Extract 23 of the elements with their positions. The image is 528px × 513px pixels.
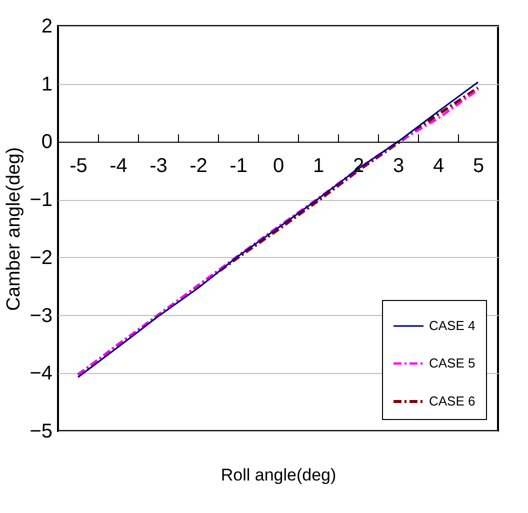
x-tick-label: -3 — [150, 155, 168, 178]
legend-label: CASE 6 — [429, 394, 476, 408]
x-tick-label: 3 — [392, 155, 404, 178]
legend-label: CASE 4 — [429, 318, 476, 333]
y-tick-label: 2 — [41, 16, 52, 38]
x-tick-label: -4 — [110, 155, 128, 178]
y-tick-label: −5 — [30, 420, 52, 442]
x-tick-label: -1 — [230, 155, 248, 178]
y-axis-title: Camber angle(deg) — [4, 147, 25, 311]
x-tick-label: 0 — [272, 155, 284, 178]
x-axis-title: Roll angle(deg) — [220, 466, 336, 484]
y-tick-label: −3 — [30, 304, 52, 327]
x-tick-label: 1 — [312, 155, 324, 178]
y-tick-label: −1 — [30, 189, 52, 212]
y-tick-label: −2 — [30, 246, 52, 269]
x-tick-label: 4 — [432, 155, 444, 178]
x-tick-label: 5 — [472, 155, 484, 178]
y-tick-label: 1 — [41, 73, 52, 96]
y-tick-label: −4 — [30, 362, 52, 385]
legend-label: CASE 5 — [429, 356, 476, 370]
y-tick-label: 0 — [41, 131, 52, 154]
x-tick-label: -5 — [70, 155, 88, 178]
x-tick-label: -2 — [190, 155, 208, 178]
